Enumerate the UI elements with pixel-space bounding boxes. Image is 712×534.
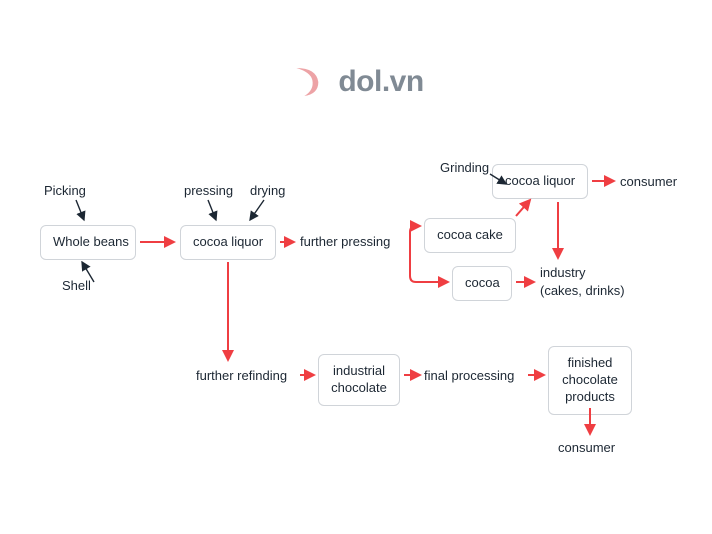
label-further-refinding: further refinding: [196, 368, 287, 383]
arrow-cake-liquor2: [516, 200, 530, 216]
node-industrial-chocolate-text: industrial chocolate: [331, 363, 387, 395]
node-industrial-chocolate: industrial chocolate: [318, 354, 400, 406]
label-picking: Picking: [44, 183, 86, 198]
label-industry: industry (cakes, drinks): [540, 264, 625, 299]
arrow-picking: [76, 200, 84, 220]
arrow-branch-cake: [410, 226, 420, 240]
node-cocoa: cocoa: [452, 266, 512, 301]
label-pressing: pressing: [184, 183, 233, 198]
label-grinding: Grinding: [440, 160, 489, 175]
arrow-pressing: [208, 200, 216, 220]
node-cocoa-liquor-1: cocoa liquor: [180, 225, 276, 260]
node-finished-products-text: finished chocolate products: [562, 355, 618, 404]
node-cocoa-liquor-2: cocoa liquor: [492, 164, 588, 199]
node-cocoa-cake: cocoa cake: [424, 218, 516, 253]
node-finished-products: finished chocolate products: [548, 346, 632, 415]
label-drying: drying: [250, 183, 285, 198]
label-consumer-2: consumer: [558, 440, 615, 455]
label-shell: Shell: [62, 278, 91, 293]
label-further-pressing: further pressing: [300, 234, 390, 249]
label-consumer-1: consumer: [620, 174, 677, 189]
brand-logo: dol.vn: [288, 62, 423, 102]
logo-text: dol.vn: [338, 65, 423, 99]
node-whole-beans: Whole beans: [40, 225, 136, 260]
label-final-processing: final processing: [424, 368, 514, 383]
arrow-drying: [250, 200, 264, 220]
logo-mark-icon: [288, 62, 328, 102]
